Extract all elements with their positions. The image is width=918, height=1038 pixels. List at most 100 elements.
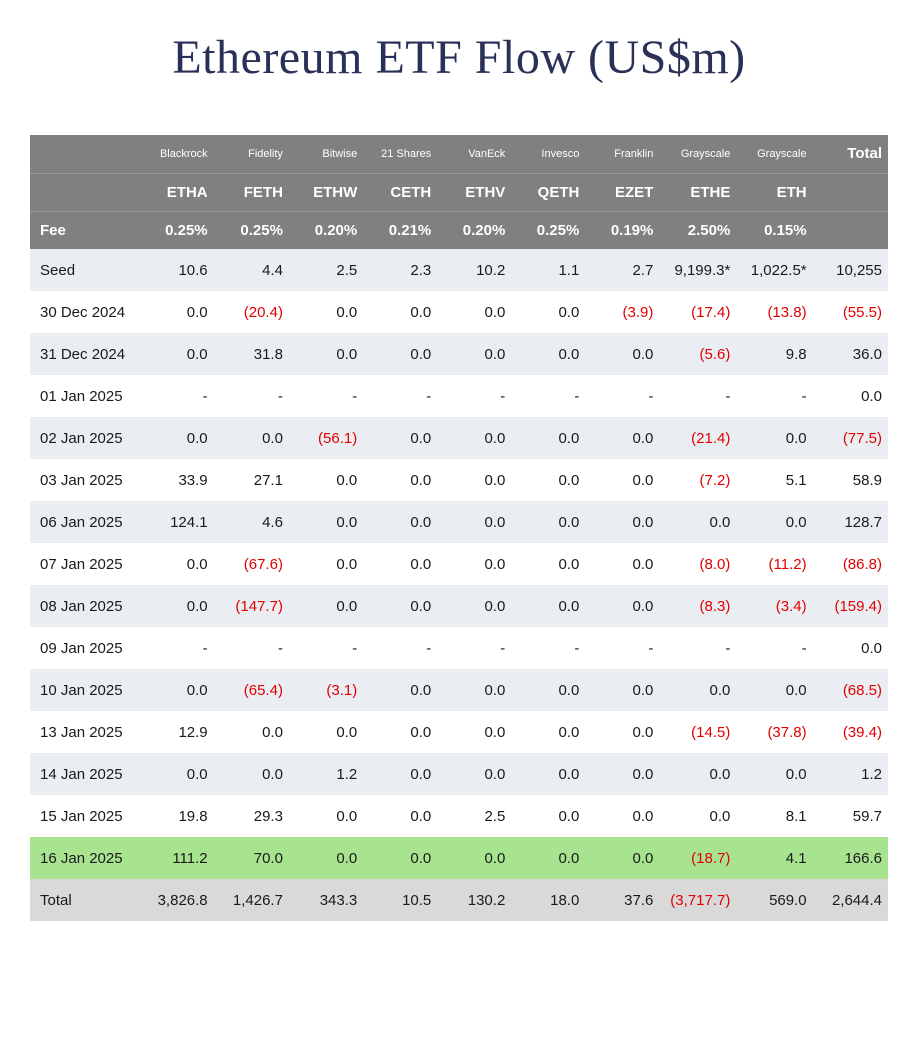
- row-label: 01 Jan 2025: [30, 375, 138, 417]
- cell-value: 0.0: [363, 585, 437, 627]
- cell-value: 0.0: [511, 459, 585, 501]
- cell-value: 2.7: [585, 249, 659, 291]
- row-label: 30 Dec 2024: [30, 291, 138, 333]
- table-body: Seed10.64.42.52.310.21.12.79,199.3*1,022…: [30, 249, 888, 921]
- cell-value: 31.8: [214, 333, 289, 375]
- ticker-header: ETHV: [437, 173, 511, 211]
- page-title: Ethereum ETF Flow (US$m): [30, 30, 888, 85]
- etf-flow-table: BlackrockFidelityBitwise21 SharesVanEckI…: [30, 135, 888, 921]
- cell-value: 0.0: [363, 501, 437, 543]
- cell-value: (86.8): [813, 543, 888, 585]
- cell-value: -: [138, 375, 213, 417]
- firm-header: Blackrock: [138, 135, 213, 173]
- cell-value: 0.0: [511, 837, 585, 879]
- cell-value: 128.7: [813, 501, 888, 543]
- firm-header: Grayscale: [736, 135, 812, 173]
- cell-value: 569.0: [736, 879, 812, 921]
- fee-row: Fee0.25%0.25%0.20%0.21%0.20%0.25%0.19%2.…: [30, 211, 888, 249]
- cell-value: 0.0: [736, 501, 812, 543]
- cell-value: 0.0: [736, 669, 812, 711]
- cell-value: 0.0: [214, 711, 289, 753]
- cell-value: -: [437, 375, 511, 417]
- cell-value: (3.1): [289, 669, 363, 711]
- cell-value: (159.4): [813, 585, 888, 627]
- cell-value: 0.0: [736, 417, 812, 459]
- cell-value: 124.1: [138, 501, 213, 543]
- cell-value: (56.1): [289, 417, 363, 459]
- cell-value: 2.5: [289, 249, 363, 291]
- cell-value: 0.0: [437, 585, 511, 627]
- firm-header-total: Total: [813, 135, 888, 173]
- table-row: 03 Jan 202533.927.10.00.00.00.00.0(7.2)5…: [30, 459, 888, 501]
- cell-value: -: [585, 627, 659, 669]
- cell-value: 27.1: [214, 459, 289, 501]
- cell-value: 0.0: [813, 627, 888, 669]
- ticker-header: EZET: [585, 173, 659, 211]
- cell-value: (13.8): [736, 291, 812, 333]
- cell-value: 10,255: [813, 249, 888, 291]
- row-label: 31 Dec 2024: [30, 333, 138, 375]
- cell-value: 0.0: [363, 417, 437, 459]
- cell-value: (39.4): [813, 711, 888, 753]
- fee-header: 2.50%: [659, 211, 736, 249]
- cell-value: 70.0: [214, 837, 289, 879]
- fee-header: 0.25%: [138, 211, 213, 249]
- row-label: 08 Jan 2025: [30, 585, 138, 627]
- cell-value: 0.0: [289, 711, 363, 753]
- cell-value: -: [585, 375, 659, 417]
- row-label: 14 Jan 2025: [30, 753, 138, 795]
- row-label: Seed: [30, 249, 138, 291]
- ticker-header: CETH: [363, 173, 437, 211]
- cell-value: -: [214, 627, 289, 669]
- cell-value: 0.0: [363, 753, 437, 795]
- ticker-header: ETHA: [138, 173, 213, 211]
- cell-value: 0.0: [437, 291, 511, 333]
- cell-value: 130.2: [437, 879, 511, 921]
- cell-value: 58.9: [813, 459, 888, 501]
- cell-value: -: [659, 375, 736, 417]
- cell-value: 0.0: [511, 291, 585, 333]
- cell-value: 0.0: [437, 711, 511, 753]
- cell-value: 0.0: [363, 795, 437, 837]
- cell-value: 10.5: [363, 879, 437, 921]
- cell-value: (3,717.7): [659, 879, 736, 921]
- fee-header: 0.25%: [511, 211, 585, 249]
- cell-value: 0.0: [363, 291, 437, 333]
- cell-value: 1,022.5*: [736, 249, 812, 291]
- cell-value: 9,199.3*: [659, 249, 736, 291]
- fee-header: 0.21%: [363, 211, 437, 249]
- cell-value: (37.8): [736, 711, 812, 753]
- cell-value: 0.0: [437, 753, 511, 795]
- cell-value: 0.0: [511, 501, 585, 543]
- cell-value: (65.4): [214, 669, 289, 711]
- cell-value: 4.1: [736, 837, 812, 879]
- row-label: 13 Jan 2025: [30, 711, 138, 753]
- fee-label: Fee: [30, 211, 138, 249]
- cell-value: 0.0: [289, 585, 363, 627]
- cell-value: (11.2): [736, 543, 812, 585]
- table-row: 10 Jan 20250.0(65.4)(3.1)0.00.00.00.00.0…: [30, 669, 888, 711]
- cell-value: 29.3: [214, 795, 289, 837]
- table-row: 31 Dec 20240.031.80.00.00.00.00.0(5.6)9.…: [30, 333, 888, 375]
- table-row: 02 Jan 20250.00.0(56.1)0.00.00.00.0(21.4…: [30, 417, 888, 459]
- cell-value: -: [511, 375, 585, 417]
- cell-value: (7.2): [659, 459, 736, 501]
- ticker-row: ETHAFETHETHWCETHETHVQETHEZETETHEETH: [30, 173, 888, 211]
- cell-value: 36.0: [813, 333, 888, 375]
- firm-header: 21 Shares: [363, 135, 437, 173]
- cell-value: -: [138, 627, 213, 669]
- cell-value: 0.0: [659, 795, 736, 837]
- cell-value: 9.8: [736, 333, 812, 375]
- total-row: Total3,826.81,426.7343.310.5130.218.037.…: [30, 879, 888, 921]
- table-row: 09 Jan 2025---------0.0: [30, 627, 888, 669]
- cell-value: 0.0: [138, 753, 213, 795]
- cell-value: (21.4): [659, 417, 736, 459]
- row-label: 03 Jan 2025: [30, 459, 138, 501]
- cell-value: (147.7): [214, 585, 289, 627]
- cell-value: -: [289, 375, 363, 417]
- cell-value: 0.0: [138, 585, 213, 627]
- cell-value: 0.0: [659, 501, 736, 543]
- row-label: 10 Jan 2025: [30, 669, 138, 711]
- cell-value: 0.0: [585, 585, 659, 627]
- cell-value: 0.0: [138, 417, 213, 459]
